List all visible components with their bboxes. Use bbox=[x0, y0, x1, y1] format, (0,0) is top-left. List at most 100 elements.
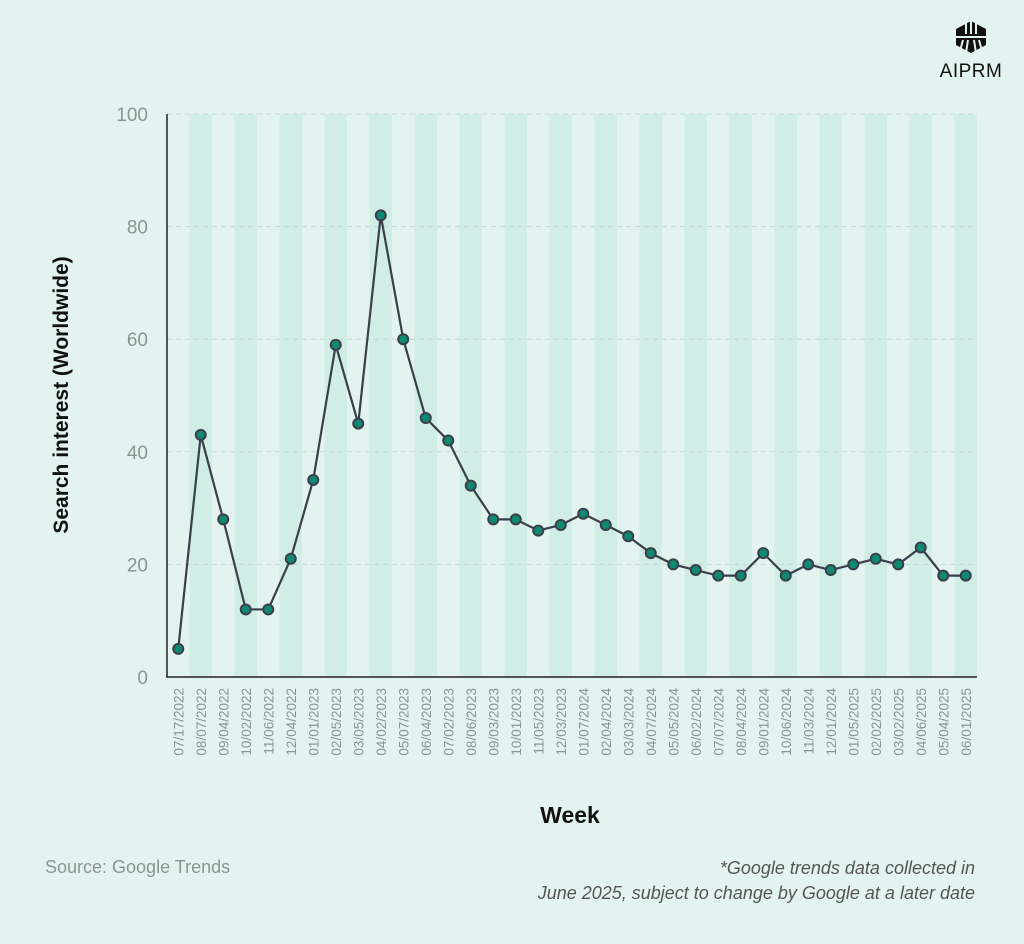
x-axis-label: Week bbox=[540, 802, 600, 828]
column-band bbox=[324, 114, 347, 677]
data-point bbox=[194, 428, 207, 441]
data-point bbox=[959, 569, 972, 582]
x-tick-label: 04/07/2024 bbox=[644, 688, 659, 756]
data-point bbox=[239, 603, 252, 616]
footnote-line-1: *Google trends data collected in bbox=[719, 858, 975, 878]
logo-text: AIPRM bbox=[939, 61, 1003, 82]
x-tick-label: 03/02/2025 bbox=[891, 688, 906, 756]
x-tick-label: 07/02/2023 bbox=[441, 688, 456, 756]
data-point bbox=[712, 569, 725, 582]
data-point bbox=[779, 569, 792, 582]
y-tick-label: 60 bbox=[127, 330, 148, 351]
x-tick-label: 02/02/2025 bbox=[869, 688, 884, 756]
x-tick-label: 10/02/2022 bbox=[239, 688, 254, 756]
x-tick-label: 12/01/2024 bbox=[824, 688, 839, 756]
column-band bbox=[549, 114, 572, 677]
footnote: *Google trends data collected in June 20… bbox=[538, 856, 975, 906]
data-point bbox=[937, 569, 950, 582]
column-band bbox=[504, 114, 527, 677]
data-point bbox=[172, 642, 185, 655]
x-tick-label: 02/05/2023 bbox=[329, 688, 344, 756]
x-tick-label: 04/06/2025 bbox=[914, 688, 929, 756]
column-band bbox=[279, 114, 302, 677]
x-tick-label: 01/01/2023 bbox=[306, 688, 321, 756]
aiprm-logo: AIPRM bbox=[936, 20, 1006, 83]
x-tick-label: 03/05/2023 bbox=[351, 688, 366, 756]
x-tick-label: 05/05/2024 bbox=[666, 688, 681, 756]
x-tick-label: 10/01/2023 bbox=[509, 688, 524, 756]
x-tick-label: 05/04/2025 bbox=[936, 688, 951, 756]
column-band bbox=[819, 114, 842, 677]
x-tick-label: 05/07/2023 bbox=[396, 688, 411, 756]
y-tick-label: 80 bbox=[127, 218, 148, 239]
x-tick-label: 02/04/2024 bbox=[599, 688, 614, 756]
data-point bbox=[622, 530, 635, 543]
y-tick-label: 20 bbox=[127, 555, 148, 576]
data-point bbox=[757, 547, 770, 560]
column-band bbox=[909, 114, 932, 677]
x-tick-label: 06/04/2023 bbox=[419, 688, 434, 756]
aiprm-logo-icon bbox=[956, 21, 986, 54]
x-tick-label: 07/17/2022 bbox=[171, 688, 186, 756]
data-point bbox=[419, 412, 432, 425]
source-text: Source: Google Trends bbox=[45, 857, 231, 877]
x-tick-label: 12/04/2022 bbox=[284, 688, 299, 756]
y-tick-label: 100 bbox=[116, 105, 148, 126]
column-band bbox=[459, 114, 482, 677]
y-tick-label: 0 bbox=[137, 668, 148, 689]
column-band bbox=[234, 114, 257, 677]
data-point bbox=[487, 513, 500, 526]
x-tick-label: 11/06/2022 bbox=[261, 688, 276, 755]
data-point bbox=[914, 541, 927, 554]
data-point bbox=[847, 558, 860, 571]
data-point bbox=[824, 564, 837, 577]
data-point bbox=[577, 507, 590, 520]
data-point bbox=[217, 513, 230, 526]
x-tick-label: 09/04/2022 bbox=[216, 688, 231, 756]
data-point bbox=[329, 338, 342, 351]
data-point bbox=[509, 513, 522, 526]
column-band bbox=[414, 114, 437, 677]
footnote-line-2: June 2025, subject to change by Google a… bbox=[537, 883, 975, 903]
data-point bbox=[352, 417, 365, 430]
y-axis-label: Search interest (Worldwide) bbox=[50, 256, 73, 533]
data-point bbox=[532, 524, 545, 537]
data-point bbox=[442, 434, 455, 447]
x-tick-label: 08/06/2023 bbox=[464, 688, 479, 756]
x-tick-label: 06/01/2025 bbox=[959, 688, 974, 756]
data-point bbox=[464, 479, 477, 492]
data-point bbox=[284, 552, 297, 565]
x-tick-label: 09/03/2023 bbox=[486, 688, 501, 756]
column-band bbox=[864, 114, 887, 677]
y-tick-label: 40 bbox=[127, 443, 148, 464]
data-point bbox=[644, 547, 657, 560]
x-tick-label: 11/03/2024 bbox=[801, 688, 816, 755]
data-point bbox=[397, 333, 410, 346]
column-band bbox=[369, 114, 392, 677]
column-band bbox=[729, 114, 752, 677]
data-point bbox=[307, 473, 320, 486]
data-point bbox=[869, 552, 882, 565]
x-tick-label: 10/06/2024 bbox=[779, 688, 794, 756]
x-tick-label: 08/07/2022 bbox=[194, 688, 209, 756]
data-point bbox=[599, 518, 612, 531]
x-tick-label: 04/02/2023 bbox=[374, 688, 389, 756]
x-tick-label: 01/07/2024 bbox=[576, 688, 591, 756]
data-point bbox=[554, 518, 567, 531]
x-tick-label: 07/07/2024 bbox=[711, 688, 726, 756]
x-tick-label: 09/01/2024 bbox=[756, 688, 771, 756]
x-tick-label: 12/03/2023 bbox=[554, 688, 569, 756]
data-point bbox=[262, 603, 275, 616]
data-point bbox=[892, 558, 905, 571]
x-tick-label: 08/04/2024 bbox=[734, 688, 749, 756]
x-tick-label: 11/05/2023 bbox=[531, 688, 546, 755]
column-band bbox=[954, 114, 977, 677]
column-band bbox=[189, 114, 212, 677]
column-band bbox=[594, 114, 617, 677]
x-tick-label: 06/02/2024 bbox=[689, 688, 704, 756]
column-band bbox=[684, 114, 707, 677]
x-tick-label: 01/05/2025 bbox=[846, 688, 861, 756]
column-band bbox=[774, 114, 797, 677]
x-tick-label: 03/03/2024 bbox=[621, 688, 636, 756]
